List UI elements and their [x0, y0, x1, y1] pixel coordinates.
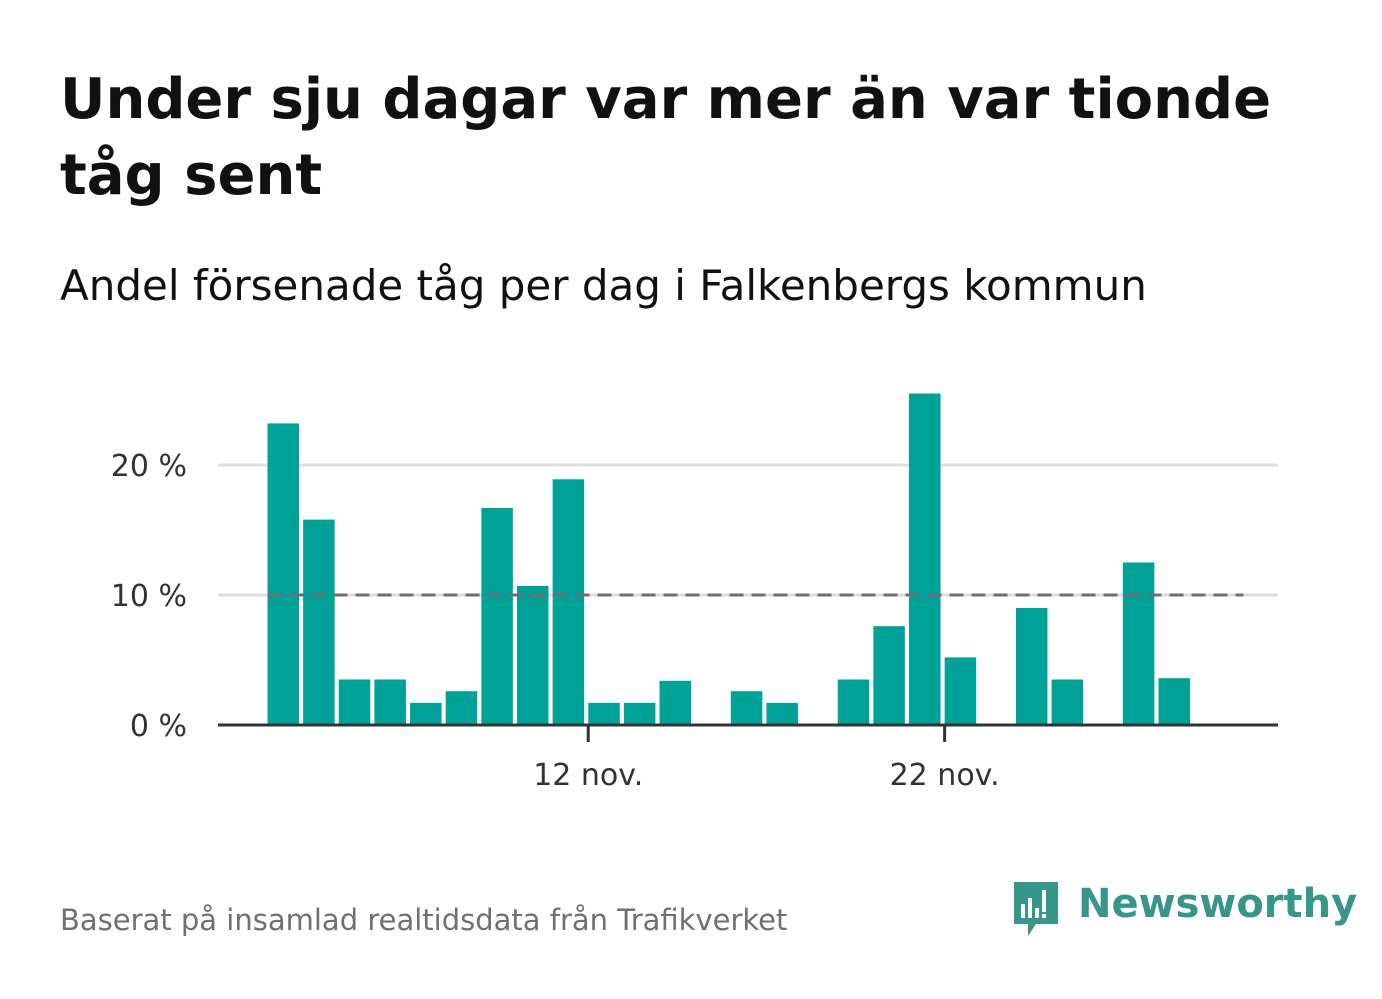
- newsworthy-logo-icon: [1014, 882, 1058, 936]
- bar: [481, 507, 513, 725]
- chart-subtitle: Andel försenade tåg per dag i Falkenberg…: [60, 261, 1147, 310]
- logo-text: Newsworthy: [1078, 881, 1358, 927]
- bar: [766, 702, 798, 725]
- bar: [909, 393, 941, 725]
- chart-title: Under sju dagar var mer än var tionde tå…: [60, 67, 1272, 208]
- y-tick-label: 0 %: [130, 709, 187, 744]
- bar: [659, 680, 692, 725]
- y-axis-labels: 0 % 10 % 20 %: [111, 449, 187, 744]
- bar: [873, 626, 905, 725]
- bar: [623, 702, 656, 725]
- bar: [1015, 608, 1048, 725]
- bar: [410, 702, 442, 725]
- bar: [588, 702, 620, 725]
- bar: [1051, 679, 1084, 725]
- y-tick-label: 20 %: [111, 449, 187, 484]
- bar: [267, 423, 299, 725]
- bars: [267, 393, 1190, 725]
- bar: [837, 679, 870, 725]
- x-tick-label: 12 nov.: [533, 758, 643, 793]
- x-tick-label: 22 nov.: [890, 758, 1000, 793]
- bar: [1158, 678, 1190, 725]
- gridlines: [218, 463, 1278, 597]
- bar: [338, 679, 371, 725]
- bar: [374, 679, 406, 725]
- bar: [516, 585, 549, 725]
- x-axis: [218, 723, 1278, 742]
- bar: [1122, 562, 1155, 725]
- x-axis-labels: 12 nov. 22 nov.: [533, 758, 999, 793]
- bar: [303, 519, 335, 725]
- bar: [552, 479, 585, 725]
- bar: [944, 657, 977, 725]
- bar: [730, 691, 763, 725]
- bar: [445, 691, 478, 725]
- y-tick-label: 10 %: [111, 579, 187, 614]
- newsworthy-logo[interactable]: Newsworthy: [1010, 878, 1357, 940]
- source-note: Baserat på insamlad realtidsdata från Tr…: [60, 903, 788, 937]
